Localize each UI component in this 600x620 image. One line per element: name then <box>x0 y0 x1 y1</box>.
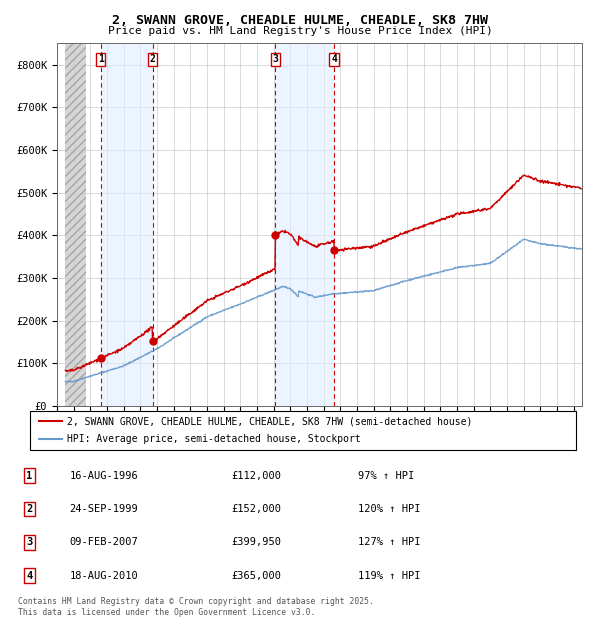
Text: HPI: Average price, semi-detached house, Stockport: HPI: Average price, semi-detached house,… <box>67 434 361 444</box>
Text: 3: 3 <box>26 538 32 547</box>
Text: 2: 2 <box>26 504 32 514</box>
Text: 09-FEB-2007: 09-FEB-2007 <box>70 538 139 547</box>
Text: £112,000: £112,000 <box>231 471 281 480</box>
Text: £365,000: £365,000 <box>231 570 281 581</box>
Text: 16-AUG-1996: 16-AUG-1996 <box>70 471 139 480</box>
Text: 1: 1 <box>26 471 32 480</box>
Text: Price paid vs. HM Land Registry's House Price Index (HPI): Price paid vs. HM Land Registry's House … <box>107 26 493 36</box>
Text: 2, SWANN GROVE, CHEADLE HULME, CHEADLE, SK8 7HW (semi-detached house): 2, SWANN GROVE, CHEADLE HULME, CHEADLE, … <box>67 417 473 427</box>
Text: 2, SWANN GROVE, CHEADLE HULME, CHEADLE, SK8 7HW: 2, SWANN GROVE, CHEADLE HULME, CHEADLE, … <box>112 14 488 27</box>
Bar <box>275 43 334 406</box>
Text: 127% ↑ HPI: 127% ↑ HPI <box>358 538 420 547</box>
Text: 2: 2 <box>149 55 155 64</box>
Text: 24-SEP-1999: 24-SEP-1999 <box>70 504 139 514</box>
Text: 1: 1 <box>98 55 104 64</box>
Text: 120% ↑ HPI: 120% ↑ HPI <box>358 504 420 514</box>
FancyBboxPatch shape <box>30 411 576 449</box>
Bar <box>65 43 86 406</box>
Text: £152,000: £152,000 <box>231 504 281 514</box>
Text: Contains HM Land Registry data © Crown copyright and database right 2025.
This d: Contains HM Land Registry data © Crown c… <box>18 598 374 617</box>
Bar <box>101 43 152 406</box>
Text: 3: 3 <box>272 55 278 64</box>
Text: 97% ↑ HPI: 97% ↑ HPI <box>358 471 414 480</box>
Text: 18-AUG-2010: 18-AUG-2010 <box>70 570 139 581</box>
Text: 119% ↑ HPI: 119% ↑ HPI <box>358 570 420 581</box>
Text: £399,950: £399,950 <box>231 538 281 547</box>
Text: 4: 4 <box>26 570 32 581</box>
Text: 4: 4 <box>331 55 337 64</box>
